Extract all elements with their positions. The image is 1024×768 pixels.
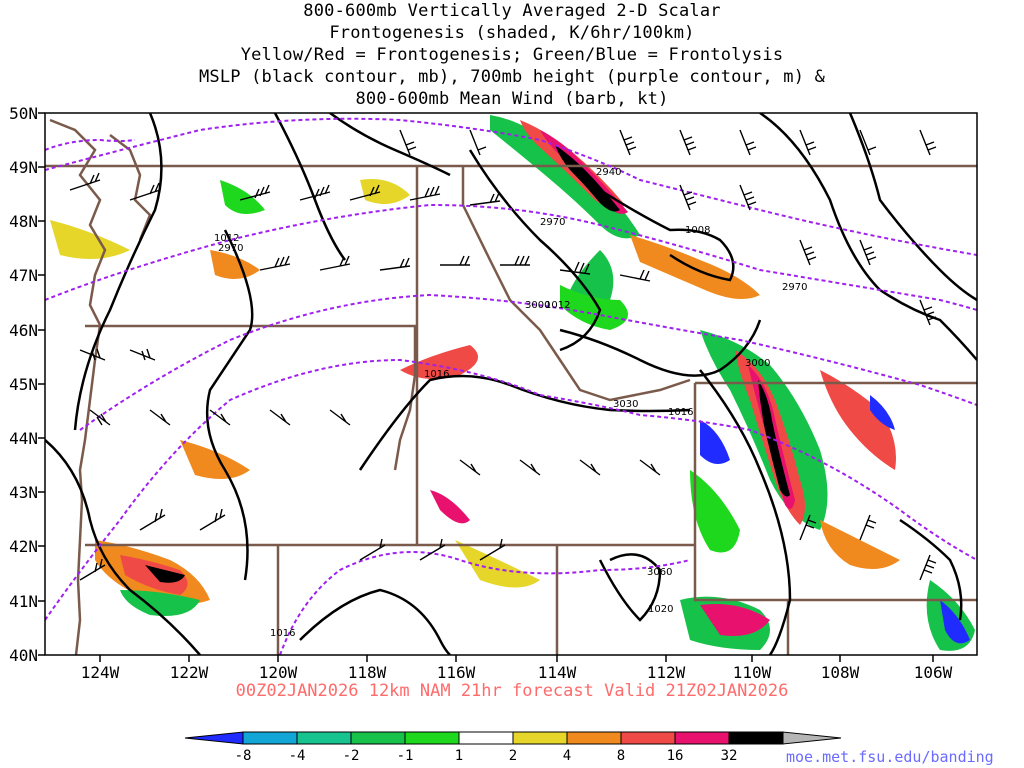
lat-label: 49N — [9, 158, 38, 177]
title-line-1: 800-600mb Vertically Averaged 2-D Scalar — [303, 1, 721, 21]
colorbar-label: 32 — [721, 748, 738, 764]
lon-label: 106W — [914, 663, 953, 682]
colorbar-label: -2 — [343, 748, 360, 764]
lat-label: 40N — [9, 646, 38, 665]
colorbar: -8 -4 -2 -1 1 2 4 8 16 32 — [184, 731, 842, 764]
lon-label: 114W — [538, 663, 577, 682]
frontogenesis-shading — [50, 115, 975, 651]
title-line-2: Frontogenesis (shaded, K/6hr/100km) — [329, 23, 695, 43]
height-label: 2940 — [596, 167, 621, 178]
lon-label: 110W — [733, 663, 772, 682]
lat-label: 46N — [9, 321, 38, 340]
colorbar-segment — [296, 731, 352, 745]
colorbar-label: -1 — [397, 748, 414, 764]
wind-barbs — [69, 129, 937, 581]
lon-label: 124W — [81, 663, 120, 682]
mslp-label: 1016 — [270, 628, 295, 639]
colorbar-label: 16 — [667, 748, 684, 764]
lat-label: 48N — [9, 212, 38, 231]
colorbar-label: 4 — [563, 748, 571, 764]
colorbar-label: -4 — [289, 748, 306, 764]
lat-label: 43N — [9, 483, 38, 502]
lat-label: 45N — [9, 375, 38, 394]
contour-labels: 1012 1012 1008 1016 1016 1016 1020 2970 … — [214, 167, 807, 639]
height-label: 3060 — [647, 567, 672, 578]
coastline — [49, 118, 152, 655]
colorbar-segment — [458, 731, 514, 745]
colorbar-min-arrow — [184, 731, 244, 745]
source-credit: moe.met.fsu.edu/banding — [786, 748, 994, 766]
colorbar-label: 1 — [455, 748, 463, 764]
lon-label: 118W — [348, 663, 387, 682]
height-label: 2970 — [782, 282, 807, 293]
colorbar-label: 8 — [617, 748, 625, 764]
lat-label: 41N — [9, 592, 38, 611]
colorbar-label: -8 — [235, 748, 252, 764]
mslp-contours — [45, 113, 977, 655]
colorbar-segment — [620, 731, 676, 745]
height-label: 2970 — [540, 217, 565, 228]
height-label: 3000 — [745, 358, 770, 369]
lat-labels: 50N 49N 48N 47N 46N 45N 44N 43N 42N 41N … — [9, 104, 38, 665]
lon-label: 120W — [259, 663, 298, 682]
lat-label: 50N — [9, 104, 38, 123]
lat-label: 47N — [9, 266, 38, 285]
colorbar-segment — [512, 731, 568, 745]
lon-label: 112W — [647, 663, 686, 682]
mslp-label: 1012 — [214, 233, 239, 244]
mslp-label: 1012 — [545, 300, 570, 311]
colorbar-label: 2 — [509, 748, 517, 764]
colorbar-segment — [674, 731, 730, 745]
mslp-label: 1020 — [648, 604, 673, 615]
lat-axis — [38, 112, 45, 656]
lat-label: 44N — [9, 429, 38, 448]
colorbar-segment — [404, 731, 460, 745]
height-label: 3000 — [525, 300, 550, 311]
title-line-4: MSLP (black contour, mb), 700mb height (… — [198, 67, 826, 87]
state-borders — [45, 164, 977, 655]
lon-label: 116W — [437, 663, 476, 682]
lon-label: 122W — [170, 663, 209, 682]
height-contours — [45, 117, 977, 655]
lon-labels: 124W 122W 120W 118W 116W 114W 112W 110W … — [81, 663, 953, 682]
colorbar-segment — [728, 731, 784, 745]
colorbar-max-arrow — [782, 731, 842, 745]
mslp-label: 1016 — [424, 369, 449, 380]
title-line-3: Yellow/Red = Frontogenesis; Green/Blue =… — [240, 45, 784, 65]
colorbar-segment — [566, 731, 622, 745]
title-line-5: 800-600mb Mean Wind (barb, kt) — [355, 89, 669, 109]
forecast-valid-label: 00Z02JAN2026 12km NAM 21hr forecast Vali… — [235, 681, 789, 701]
lon-label: 108W — [821, 663, 860, 682]
mslp-label: 1008 — [685, 225, 710, 236]
lat-label: 42N — [9, 537, 38, 556]
mslp-label: 1016 — [668, 407, 693, 418]
lon-axis — [99, 655, 934, 662]
colorbar-segment — [242, 731, 298, 745]
colorbar-segment — [350, 731, 406, 745]
height-label: 3030 — [613, 399, 638, 410]
height-label: 2970 — [218, 243, 243, 254]
